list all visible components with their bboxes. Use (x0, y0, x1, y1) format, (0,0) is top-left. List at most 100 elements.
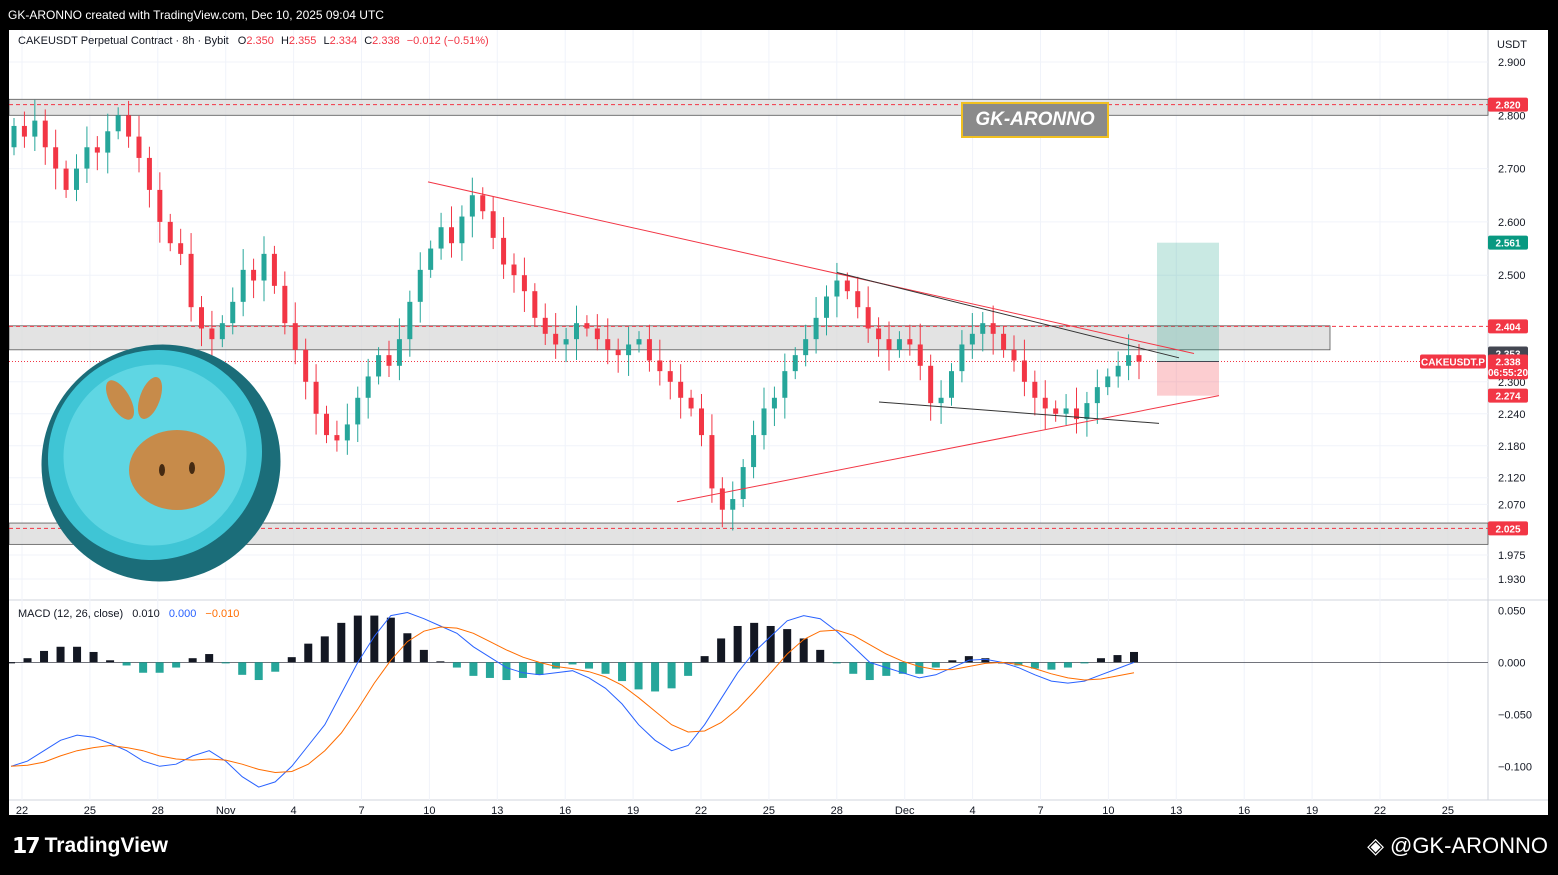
tradingview-logo[interactable]: 𝟭𝟳 TradingView (12, 833, 168, 859)
candle[interactable] (667, 359, 673, 400)
candle[interactable] (1136, 343, 1142, 380)
candle[interactable] (876, 317, 882, 357)
candle[interactable] (271, 245, 277, 294)
candle[interactable] (386, 340, 392, 377)
candle[interactable] (188, 233, 194, 322)
candle[interactable] (74, 154, 79, 202)
candle[interactable] (1032, 370, 1038, 416)
candle[interactable] (438, 212, 444, 260)
candle[interactable] (928, 354, 934, 421)
candle[interactable] (417, 252, 423, 323)
candle[interactable] (511, 253, 517, 293)
candle[interactable] (167, 213, 173, 252)
candle[interactable] (896, 331, 902, 358)
candle[interactable] (84, 126, 90, 183)
candle[interactable] (94, 136, 100, 171)
candle[interactable] (532, 283, 538, 326)
candle[interactable] (1115, 351, 1121, 388)
candle[interactable] (1084, 391, 1090, 437)
candle[interactable] (584, 315, 590, 337)
candle[interactable] (240, 249, 246, 317)
candle[interactable] (803, 324, 809, 367)
candle[interactable] (42, 109, 48, 165)
candle[interactable] (53, 129, 59, 190)
candle[interactable] (105, 113, 111, 174)
candle[interactable] (396, 318, 402, 381)
candle[interactable] (469, 177, 475, 238)
candle[interactable] (313, 364, 319, 435)
candle[interactable] (146, 146, 152, 208)
candle[interactable] (949, 363, 954, 406)
candle[interactable] (938, 380, 944, 424)
candle[interactable] (792, 347, 798, 380)
candle[interactable] (219, 315, 225, 348)
candle[interactable] (261, 236, 267, 302)
candle[interactable] (813, 297, 819, 354)
candle[interactable] (699, 394, 704, 447)
candle[interactable] (751, 420, 757, 479)
candle[interactable] (230, 287, 236, 335)
candle[interactable] (636, 331, 642, 353)
candle[interactable] (21, 111, 27, 148)
candle[interactable] (32, 99, 38, 151)
candle[interactable] (688, 389, 694, 417)
candle[interactable] (115, 107, 121, 140)
candle[interactable] (1011, 335, 1017, 372)
candle[interactable] (355, 386, 361, 443)
candle[interactable] (501, 217, 507, 279)
candle[interactable] (1063, 394, 1069, 425)
candle[interactable] (542, 303, 548, 346)
candle[interactable] (480, 187, 486, 220)
candle[interactable] (1042, 380, 1048, 430)
candle[interactable] (324, 405, 329, 444)
candle[interactable] (646, 324, 652, 372)
candle[interactable] (449, 206, 454, 258)
candle[interactable] (605, 318, 611, 365)
candle[interactable] (969, 313, 975, 359)
candle[interactable] (459, 205, 465, 261)
candle[interactable] (490, 196, 496, 250)
candle[interactable] (886, 321, 892, 371)
candle[interactable] (917, 323, 923, 381)
candle[interactable] (11, 117, 17, 156)
chart-frame[interactable]: 22 25 28 Nov 4 7 10 13 16 19 22 25 28 Dec 4 7 10 13 16 19 22… (9, 30, 1548, 815)
candle[interactable] (782, 353, 788, 419)
candle[interactable] (626, 326, 632, 376)
candle[interactable] (282, 271, 288, 335)
candle[interactable] (1094, 369, 1100, 424)
candle[interactable] (709, 414, 715, 503)
candle[interactable] (1126, 334, 1132, 381)
candle[interactable] (521, 257, 527, 312)
candle[interactable] (1021, 339, 1027, 397)
candle[interactable] (1074, 387, 1079, 434)
candle[interactable] (740, 459, 746, 508)
candle[interactable] (376, 347, 382, 385)
candle[interactable] (251, 258, 257, 299)
candle[interactable] (303, 338, 309, 400)
candle[interactable] (678, 364, 684, 419)
candle[interactable] (594, 314, 600, 351)
candle[interactable] (990, 305, 996, 355)
macd-legend[interactable]: MACD (12, 26, close) 0.010 0.000 −0.010 (18, 608, 239, 620)
candle[interactable] (1001, 325, 1007, 358)
candle[interactable] (126, 100, 132, 148)
candle[interactable] (844, 272, 850, 300)
candle[interactable] (959, 330, 965, 383)
candle[interactable] (1105, 368, 1111, 396)
candle[interactable] (865, 286, 871, 343)
candle[interactable] (63, 160, 69, 198)
candle[interactable] (719, 477, 725, 528)
candle[interactable] (178, 228, 184, 266)
candle[interactable] (824, 285, 829, 336)
candle[interactable] (771, 386, 777, 427)
candle[interactable] (657, 339, 663, 386)
candle[interactable] (428, 240, 434, 278)
candle[interactable] (553, 313, 559, 359)
candle[interactable] (980, 311, 986, 352)
symbol-legend[interactable]: CAKEUSDT Perpetual Contract · 8h · Bybit… (18, 35, 489, 47)
candle[interactable] (209, 310, 215, 360)
candle[interactable] (855, 276, 861, 319)
candle[interactable] (907, 324, 913, 356)
candle[interactable] (615, 338, 621, 373)
candle[interactable] (730, 481, 736, 531)
